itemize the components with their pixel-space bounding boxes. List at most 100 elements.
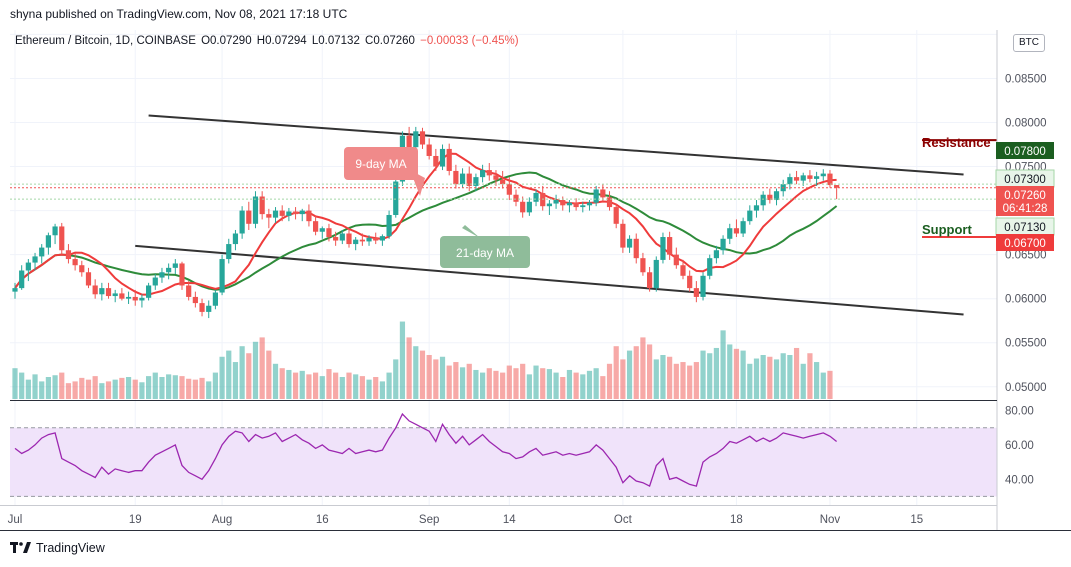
rsi-pane[interactable]	[10, 412, 997, 497]
volume-bar	[580, 374, 586, 399]
tradingview-logo[interactable]: TradingView	[10, 541, 105, 555]
volume-bar	[39, 381, 45, 399]
volume-bar	[319, 376, 325, 399]
candle-body	[346, 233, 352, 245]
resistance-tag	[996, 142, 1054, 159]
volume-bar	[640, 337, 646, 399]
candle-body	[373, 237, 379, 241]
candle-body	[520, 201, 526, 213]
volume-bar	[399, 321, 406, 399]
volume-bar	[359, 376, 365, 399]
time-tick-label: Nov	[820, 514, 841, 526]
candle-body	[112, 293, 118, 297]
volume-bar	[606, 363, 613, 399]
candle-body	[333, 237, 339, 241]
candle-body	[820, 173, 826, 177]
candle-body	[620, 223, 626, 248]
volume-bar	[747, 363, 753, 399]
candle-body	[480, 170, 486, 178]
candle-body	[753, 205, 760, 211]
ma9-label: 9-day MA	[355, 157, 406, 171]
candle-body	[105, 288, 112, 297]
volume-bar	[626, 350, 633, 399]
candle-body	[493, 175, 499, 180]
volume-bar	[333, 372, 339, 399]
resistance-label: Resistance	[922, 135, 991, 150]
candle-body	[319, 228, 325, 232]
trend-channel[interactable]	[135, 114, 964, 316]
volume-bar	[353, 374, 359, 399]
currency-badge[interactable]: BTC	[1013, 34, 1045, 52]
ma21-label: 21-day MA	[456, 246, 514, 260]
volume-bar	[373, 377, 379, 399]
tradingview-icon	[10, 542, 31, 553]
volume-bar	[526, 374, 532, 399]
candle-body	[159, 272, 165, 278]
volume-bar	[533, 365, 539, 399]
candle-body	[673, 254, 679, 266]
volume-bar	[593, 368, 599, 399]
candle-body	[713, 250, 719, 259]
volume-bar	[700, 350, 706, 399]
candle-body	[286, 211, 292, 216]
candle-body	[653, 259, 659, 289]
volume-bar	[707, 353, 713, 399]
bar-countdown-text: 06:41:28	[1003, 203, 1048, 215]
volume-bar	[279, 368, 285, 399]
volume-bar	[506, 365, 512, 399]
candles[interactable]	[12, 126, 840, 319]
candle-body	[486, 170, 492, 176]
candle-body	[266, 214, 272, 218]
last-price-text: 0.07260	[1004, 190, 1046, 202]
volume-bar	[480, 372, 486, 399]
candle-body	[453, 170, 459, 185]
volume-bar	[620, 359, 626, 399]
price-tags: 0.07800 0.07300 0.07260 06:41:28 0.07130…	[995, 142, 1055, 251]
volume-bar	[466, 363, 472, 399]
price-tick-label: 0.08000	[1005, 118, 1047, 130]
support-label: Support	[922, 222, 972, 237]
candle-body	[306, 210, 312, 222]
candle-body	[560, 200, 566, 206]
volume-bar	[219, 356, 225, 399]
volume-bar	[166, 374, 172, 399]
candle-body	[640, 258, 646, 273]
candle-body	[353, 239, 359, 245]
volume-bar	[92, 376, 98, 399]
candle-body	[687, 275, 693, 289]
ohlc-change: −0.00033 (−0.45%)	[420, 35, 519, 47]
volume-bar	[500, 372, 506, 399]
volume-bar	[252, 341, 259, 399]
candle-body	[586, 202, 593, 206]
rsi-tick-label: 80.00	[1005, 406, 1034, 418]
candle-body	[740, 221, 746, 234]
candle-body	[393, 181, 399, 215]
candle-body	[186, 285, 192, 297]
volume-bar	[693, 362, 699, 399]
brand-name: TradingView	[36, 541, 105, 555]
candle-body	[419, 131, 426, 145]
ma21-callout: 21-day MA	[440, 225, 530, 268]
candle-body	[760, 194, 766, 206]
candle-body	[613, 207, 619, 224]
candle-body	[413, 131, 419, 148]
volume-bar	[413, 346, 419, 399]
volume-bar	[673, 363, 679, 399]
candle-body	[506, 184, 512, 195]
volume-bar	[386, 372, 392, 399]
price-tick-label: 0.08500	[1005, 73, 1047, 85]
candle-body	[426, 144, 432, 156]
candle-body	[279, 210, 285, 216]
candle-body	[433, 155, 439, 167]
volume-bar	[186, 378, 192, 399]
volume-bar	[259, 337, 265, 399]
candle-body	[212, 292, 218, 306]
candle-body	[259, 196, 265, 215]
candle-body	[252, 196, 259, 224]
symbol-legend[interactable]: Ethereum / Bitcoin, 1D, COINBASE O0.0729…	[15, 35, 521, 47]
candle-body	[707, 258, 713, 276]
time-tick-label: 19	[129, 514, 142, 526]
candle-body	[39, 247, 45, 257]
candle-body	[406, 135, 412, 148]
